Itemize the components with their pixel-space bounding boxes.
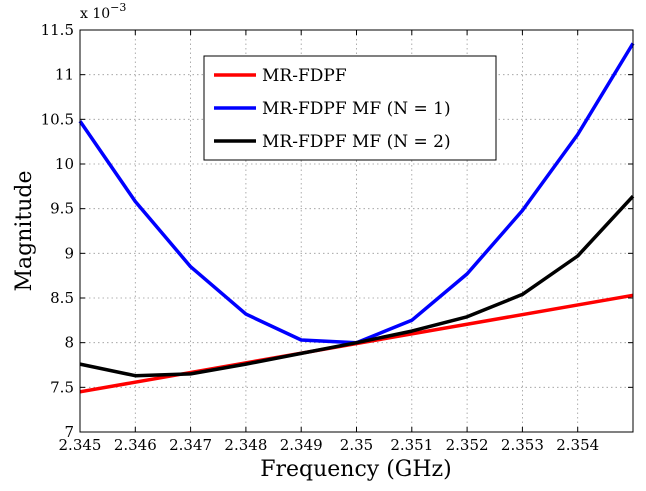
series-line-3 [79,195,635,378]
x-tick-labels: 2.345 2.346 2.347 2.348 2.349 2.35 2.351 2.352 2… [59,436,600,454]
y-tick-label: 11.5 [41,21,74,39]
legend: MR-FDPF MR-FDPF MF (N = 1) MR-FDPF MF (N =… [203,55,497,161]
y-multiplier-label: x 10−3 [80,1,126,22]
y-tick-label: 9 [64,244,74,262]
y-multiplier-exponent: −3 [110,1,126,14]
ticks [79,29,633,433]
y-tick-label: 7.5 [50,378,74,396]
legend-label: MR-FDPF MF (N = 1) [262,99,451,119]
legend-label: MR-FDPF MF (N = 2) [262,132,451,152]
y-tick-label: 9.5 [50,200,74,218]
x-tick-label: 2.346 [114,436,157,454]
x-tick-label: 2.352 [446,436,489,454]
y-tick-label: 10.5 [41,110,74,128]
x-tick-label: 2.354 [556,436,599,454]
y-tick-label: 8.5 [50,289,74,307]
x-tick-label: 2.348 [224,436,267,454]
y-multiplier-base: x 10 [80,6,110,22]
y-tick-label: 7 [64,423,74,441]
legend-label: MR-FDPF [262,66,347,86]
y-axis-title: Magnitude [12,170,37,291]
x-axis-title: Frequency (GHz) [260,457,452,482]
y-tick-label: 8 [64,334,74,352]
x-tick-label: 2.347 [169,436,212,454]
x-tick-label: 2.353 [501,436,544,454]
x-tick-label: 2.345 [59,436,102,454]
x-tick-label: 2.351 [390,436,433,454]
y-tick-labels: 7 7.5 8 8.5 9 9.5 10 10.5 11 11.5 [41,21,74,441]
y-tick-label: 11 [55,66,74,84]
y-tick-label: 10 [55,155,74,173]
x-tick-label: 2.35 [340,436,373,454]
series-lines [78,42,635,394]
x-tick-label: 2.349 [280,436,323,454]
